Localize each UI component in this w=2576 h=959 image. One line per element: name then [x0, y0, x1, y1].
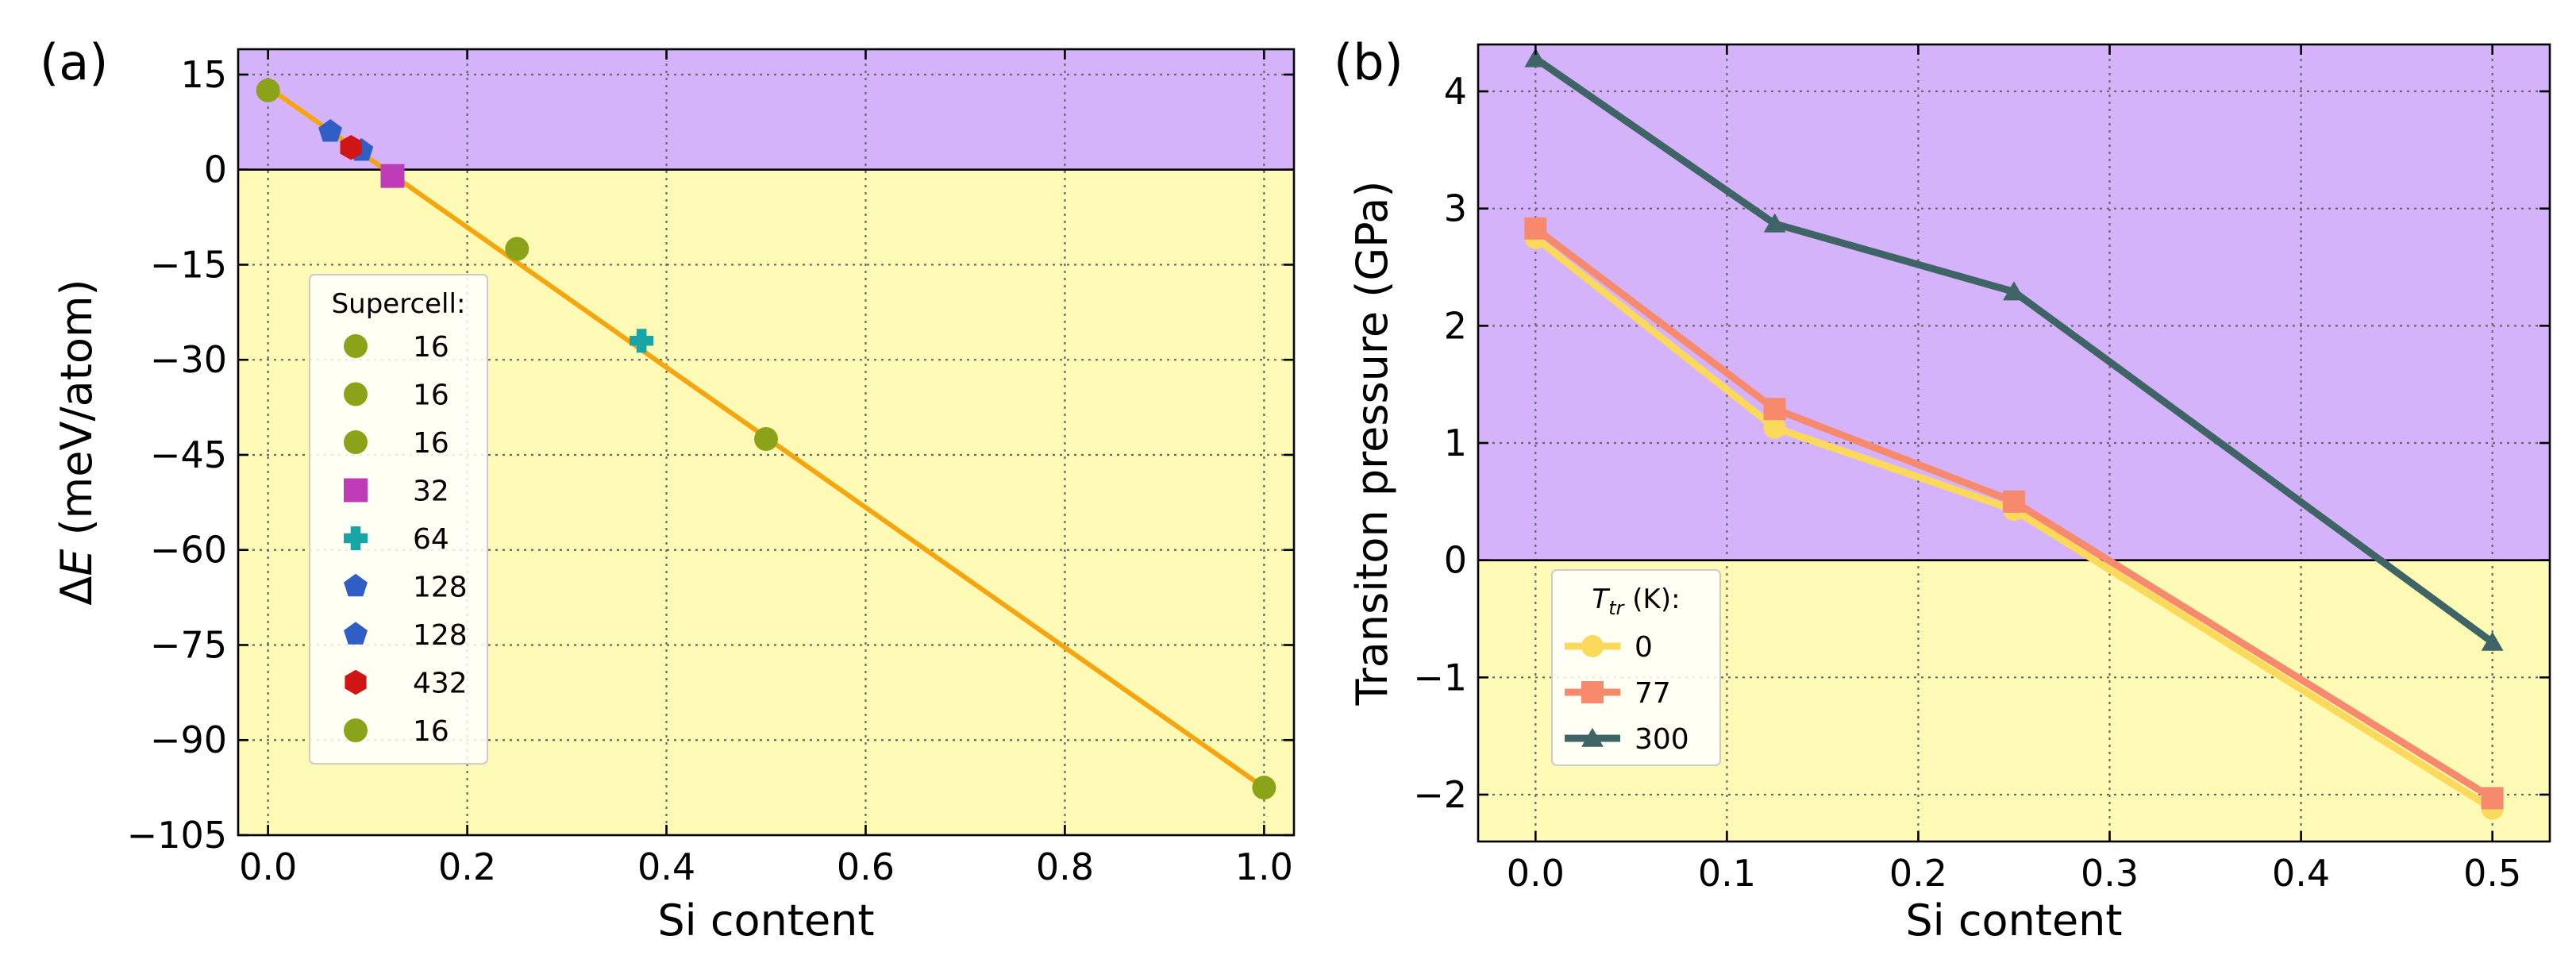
series-point-300	[1524, 48, 1547, 67]
y-tick-label: 15	[180, 53, 227, 96]
series-point-300	[2003, 281, 2025, 301]
series-point-77	[2003, 490, 2025, 513]
x-tick-label: 0.2	[438, 845, 496, 888]
x-tick-label: 0.1	[1698, 852, 1756, 895]
legend-title-symbol: T	[1592, 583, 1610, 615]
y-axis-label-units: (meV/atom)	[52, 279, 102, 549]
series-point-300	[1763, 213, 1786, 233]
panel-label-b: (b)	[1334, 33, 1404, 91]
series-point-300	[2481, 631, 2504, 651]
legend-label: 64	[413, 523, 449, 556]
legend-marker-circle	[344, 718, 368, 742]
x-tick-label: 0.2	[1889, 852, 1947, 895]
legend-label: 300	[1635, 723, 1689, 756]
legend-marker-circle	[344, 430, 368, 454]
legend-label: 16	[413, 427, 449, 460]
x-tick-label: 0.0	[1507, 852, 1565, 895]
legend-label: 16	[413, 331, 449, 364]
legend-title: Supercell:	[332, 288, 466, 320]
x-tick-label: 1.0	[1235, 845, 1293, 888]
legend-marker-square	[344, 478, 368, 503]
legend-label: 128	[413, 572, 468, 604]
legend-marker-pentagon	[344, 622, 368, 645]
legend-marker-plus	[344, 526, 368, 550]
legend-marker-square	[1581, 681, 1604, 703]
series-line-300	[1533, 55, 2495, 645]
x-axis-label: Si content	[657, 895, 874, 946]
series-line-77	[1533, 225, 2495, 802]
y-tick-label: −1	[1413, 656, 1467, 699]
y-tick-label: −60	[150, 529, 227, 572]
y-tick-label: −75	[150, 623, 227, 666]
legend-label: 0	[1635, 631, 1653, 664]
legend-label: 32	[413, 476, 449, 508]
series-line-0	[1533, 235, 2495, 812]
legend-label: 16	[413, 379, 449, 412]
data-point-plus	[630, 329, 654, 353]
x-tick-label: 0.3	[2081, 852, 2139, 895]
x-tick-label: 0.4	[637, 845, 695, 888]
y-tick-label: −30	[150, 338, 227, 381]
x-tick-label: 0.0	[239, 845, 297, 888]
y-tick-label: 3	[1444, 187, 1467, 230]
y-axis-label-delta: Δ	[52, 576, 102, 606]
legend-label: 16	[413, 715, 449, 748]
legend-marker-triangle	[1581, 727, 1604, 747]
data-point-circle	[1252, 776, 1276, 800]
y-tick-label: 4	[1444, 70, 1467, 113]
y-tick-label: 0	[1444, 539, 1467, 582]
data-point-pentagon	[318, 119, 342, 142]
legend-label: 128	[413, 619, 468, 652]
legend-label: 77	[1635, 677, 1671, 710]
x-tick-label: 0.4	[2272, 852, 2330, 895]
legend-marker-pentagon	[344, 573, 368, 597]
legend-marker-circle	[344, 382, 368, 406]
y-tick-label: 2	[1444, 304, 1467, 347]
legend-title-subscript: tr	[1608, 597, 1625, 619]
panel-label-a: (a)	[40, 33, 108, 91]
series-point-0	[1763, 416, 1786, 439]
x-axis-label: Si content	[1905, 895, 2122, 946]
legend-marker-hexagon	[345, 669, 367, 695]
x-tick-label: 0.6	[837, 845, 895, 888]
data-point-circle	[256, 78, 280, 102]
legend-label: 432	[413, 668, 468, 700]
x-tick-label: 0.8	[1036, 845, 1094, 888]
data-point-circle	[754, 427, 778, 452]
panel-b: 0.0 0.1 0.2 0.3 0.4 0.5 4 3 2 1 0 −1 −2 Ttr (K): 0 77 30…	[1334, 33, 2551, 946]
legend: Supercell: 16 16 16 32 64 128 128 432 16	[309, 274, 488, 765]
y-tick-label: −45	[150, 433, 227, 476]
legend-title: Ttr (K):	[1592, 583, 1680, 619]
y-tick-label: 1	[1444, 422, 1467, 464]
legend-marker-circle	[1581, 635, 1604, 657]
legend-marker-circle	[344, 334, 368, 358]
x-tick-label: 0.5	[2463, 852, 2521, 895]
y-axis-label: ΔE (meV/atom)	[52, 279, 102, 605]
series-point-77	[1524, 217, 1547, 240]
background-region-positive	[238, 49, 1294, 170]
data-point-hexagon	[340, 135, 362, 160]
y-axis-label-symbol: E	[52, 549, 102, 576]
panel-a: 0.0 0.2 0.4 0.6 0.8 1.0 15 0 −15 −30 −45 −60 −75 −90 −…	[40, 33, 1296, 946]
series-point-77	[2481, 787, 2504, 810]
legend: Ttr (K): 0 77 300	[1551, 569, 1721, 766]
y-tick-label: −15	[150, 243, 227, 286]
legend-box	[1551, 569, 1721, 766]
data-point-square	[380, 164, 405, 188]
y-tick-label: −105	[127, 814, 227, 857]
y-tick-label: −90	[150, 718, 227, 761]
data-point-circle	[505, 237, 529, 261]
axes-frame	[237, 48, 1296, 837]
series-point-77	[1763, 398, 1786, 421]
background-region-positive	[1478, 44, 2550, 560]
y-tick-label: 0	[204, 148, 227, 191]
y-tick-label: −2	[1413, 773, 1467, 816]
legend-title-units: (K):	[1623, 583, 1680, 615]
y-axis-label: Transiton pressure (GPa)	[1347, 181, 1397, 707]
